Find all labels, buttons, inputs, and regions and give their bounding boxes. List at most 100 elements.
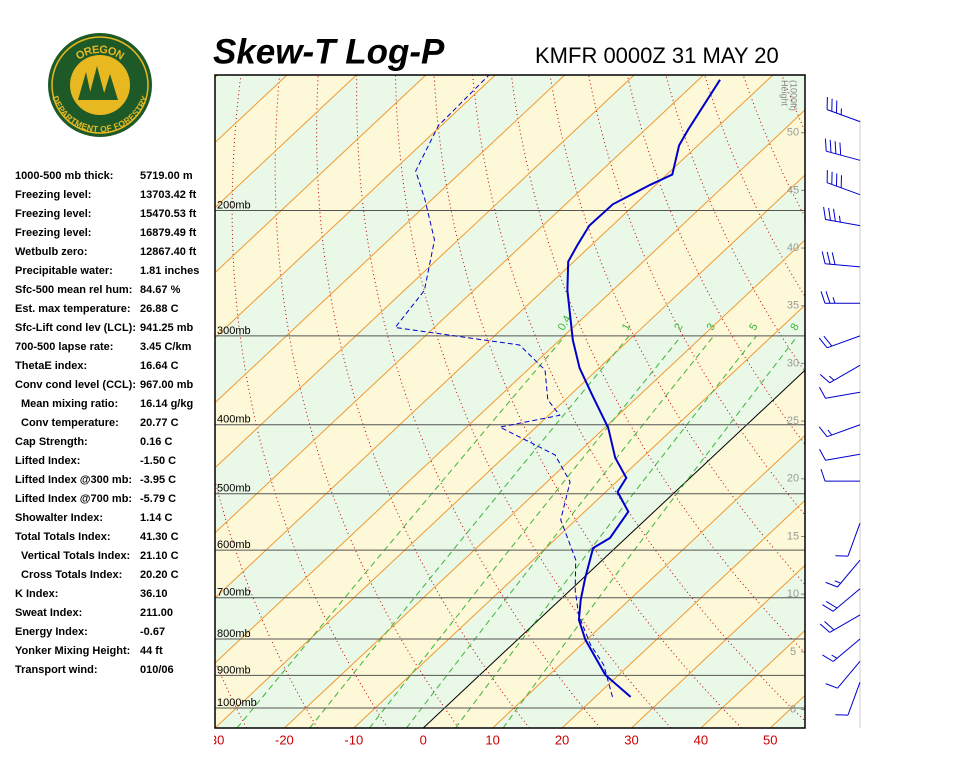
height-tick-label: 10 [787, 588, 799, 600]
stat-label: Total Totals Index: [15, 531, 111, 543]
height-tick-label: 5 [790, 646, 796, 658]
stat-label: Conv cond level (CCL): [15, 379, 136, 391]
wind-barb [820, 365, 860, 382]
stat-value: 0.16 C [140, 436, 172, 448]
height-tick-label: 40 [787, 242, 799, 254]
stat-label: Freezing level: [15, 227, 91, 239]
stat-label: Yonker Mixing Height: [15, 645, 130, 657]
wind-barb [819, 336, 860, 348]
stat-value: 941.25 mb [140, 322, 193, 334]
pressure-label: 1000mb [217, 697, 257, 709]
stat-label: Lifted Index @300 mb: [15, 474, 132, 486]
stat-label: Cap Strength: [15, 436, 88, 448]
stat-value: 21.10 C [140, 550, 179, 562]
stat-label: Vertical Totals Index: [21, 550, 130, 562]
pressure-label: 600mb [217, 539, 251, 551]
height-tick-label: 50 [787, 127, 799, 139]
stat-value: -5.79 C [140, 493, 176, 505]
wind-barb [821, 469, 860, 481]
stat-value: 1.14 C [140, 512, 172, 524]
height-tick-label: 35 [787, 300, 799, 312]
wind-barb [824, 207, 860, 226]
wind-barb [819, 425, 860, 437]
stat-label: Sfc-Lift cond lev (LCL): [15, 322, 136, 334]
stat-label: Freezing level: [15, 208, 91, 220]
stat-label: 700-500 lapse rate: [15, 341, 113, 353]
height-tick-label: 20 [787, 473, 799, 485]
stat-value: 16.64 C [140, 360, 179, 372]
stat-label: ThetaE index: [15, 360, 87, 372]
stat-label: Lifted Index: [15, 455, 80, 467]
stat-label: Conv temperature: [21, 417, 119, 429]
height-tick-label: 25 [787, 415, 799, 427]
stat-label: Energy Index: [15, 626, 88, 638]
height-tick-label: 30 [787, 357, 799, 369]
pressure-label: 200mb [217, 199, 251, 211]
stat-value: 26.88 C [140, 303, 179, 315]
stat-value: 41.30 C [140, 531, 179, 543]
stat-label: Mean mixing ratio: [21, 398, 118, 410]
wind-barb [835, 523, 860, 556]
height-axis-label: (1000ft) [789, 80, 799, 111]
x-tick-label: -20 [275, 732, 294, 747]
stat-value: 13703.42 ft [140, 189, 197, 201]
stat-value: 20.20 C [140, 569, 179, 581]
stat-value: 5719.00 m [140, 170, 193, 182]
wind-barb [825, 139, 860, 161]
wind-barb [820, 615, 860, 633]
stat-label: Sweat Index: [15, 607, 82, 619]
x-tick-label: -10 [344, 732, 363, 747]
stat-value: 44 ft [140, 645, 163, 657]
x-tick-label: 50 [763, 732, 777, 747]
wind-barb [822, 589, 860, 612]
stat-label: Transport wind: [15, 664, 98, 676]
wind-barb [826, 560, 860, 587]
dry-adiabat [821, 75, 960, 728]
x-tick-label: 40 [694, 732, 708, 747]
x-tick-label: 20 [555, 732, 569, 747]
pressure-label: 700mb [217, 587, 251, 599]
height-axis-label: Height [780, 80, 790, 107]
pressure-label: 500mb [217, 483, 251, 495]
dry-adiabat [898, 75, 960, 728]
chart-title: Skew-T Log-P [213, 32, 445, 71]
logo: OREGON DEPARTMENT OF FORESTRY [48, 33, 152, 137]
wind-barb [827, 170, 860, 195]
height-tick-label: 0 [790, 703, 796, 715]
wind-barbs [819, 97, 860, 715]
height-tick-label: 45 [787, 184, 799, 196]
wind-barb [835, 682, 860, 715]
stat-value: 84.67 % [140, 284, 181, 296]
stat-value: 3.45 C/km [140, 341, 192, 353]
x-tick-label: 0 [420, 732, 427, 747]
stat-label: Wetbulb zero: [15, 246, 88, 258]
stat-label: Showalter Index: [15, 512, 103, 524]
dry-adiabat [782, 75, 960, 728]
pressure-label: 300mb [217, 325, 251, 337]
x-tick-label: 30 [624, 732, 638, 747]
stat-value: 12867.40 ft [140, 246, 197, 258]
wind-barb [821, 291, 860, 303]
wind-barb [827, 97, 860, 122]
stat-value: 16879.49 ft [140, 227, 197, 239]
stat-value: -0.67 [140, 626, 165, 638]
stat-value: 20.77 C [140, 417, 179, 429]
stat-label: Cross Totals Index: [21, 569, 122, 581]
pressure-label: 800mb [217, 628, 251, 640]
x-tick-label: -30 [206, 732, 225, 747]
stat-value: 1.81 inches [140, 265, 199, 277]
chart-subtitle: KMFR 0000Z 31 MAY 20 [535, 43, 779, 68]
wind-barb [820, 387, 861, 398]
stat-label: Freezing level: [15, 189, 91, 201]
stat-value: 211.00 [140, 607, 173, 619]
wind-barb [826, 661, 860, 688]
stat-value: 15470.53 ft [140, 208, 197, 220]
pressure-label: 900mb [217, 664, 251, 676]
dry-adiabat [859, 75, 960, 728]
stat-value: 36.10 [140, 588, 168, 600]
stat-value: 16.14 g/kg [140, 398, 193, 410]
stat-label: Lifted Index @700 mb: [15, 493, 132, 505]
